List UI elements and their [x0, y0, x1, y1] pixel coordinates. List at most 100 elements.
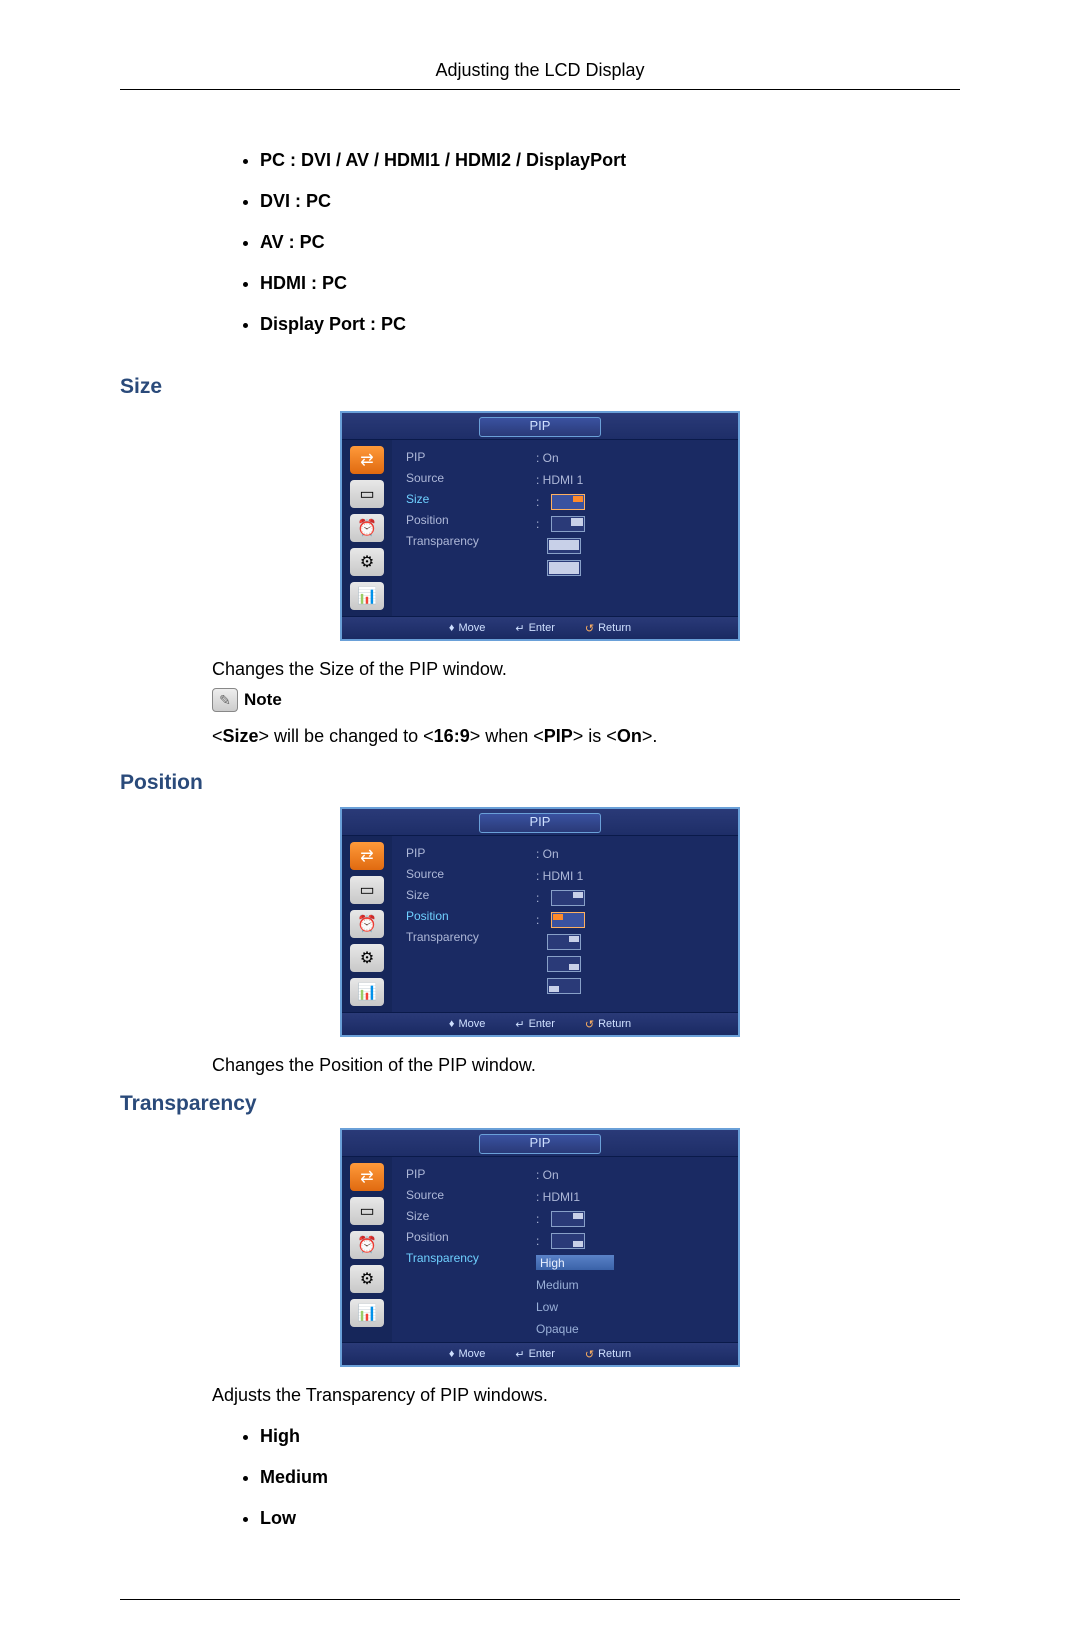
- osd-screenshot-position: PIP ⇄ ▭ ⏰ ⚙ 📊 PIP Source Size Position T…: [340, 807, 740, 1037]
- enter-icon: ↵: [515, 1348, 524, 1361]
- section-heading-size: Size: [120, 375, 960, 399]
- transparency-caption: Adjusts the Transparency of PIP windows.: [212, 1385, 960, 1406]
- footer-enter: ↵Enter: [515, 622, 555, 635]
- menu-item: Transparency: [406, 930, 526, 944]
- position-thumb-icon: [551, 1233, 585, 1249]
- src-left: HDMI: [260, 273, 306, 293]
- src-right: PC: [381, 314, 406, 334]
- menu-item: PIP: [406, 450, 526, 464]
- position-caption: Changes the Position of the PIP window.: [212, 1055, 960, 1076]
- value-row: : On: [536, 1167, 732, 1182]
- footer-move: ♦Move: [449, 1018, 486, 1030]
- return-icon: ↺: [585, 1348, 594, 1361]
- transparency-options-list: High Medium Low: [120, 1416, 960, 1539]
- menu-item: Size: [406, 1209, 526, 1223]
- footer-return: ↺Return: [585, 1018, 631, 1031]
- footer-return: ↺Return: [585, 622, 631, 635]
- picture-icon: ▭: [350, 480, 384, 508]
- transparency-option: High: [536, 1255, 614, 1270]
- position-option-icon: [551, 912, 585, 928]
- osd-value-column: : On : HDMI 1 : :: [536, 846, 732, 1006]
- osd-menu-column: PIP Source Size Position Transparency: [406, 1167, 526, 1336]
- info-icon: 📊: [350, 978, 384, 1006]
- value-row: : On: [536, 450, 732, 465]
- timer-icon: ⏰: [350, 514, 384, 542]
- src-left: DVI: [260, 191, 290, 211]
- menu-item: Position: [406, 513, 526, 527]
- enter-icon: ↵: [515, 1018, 524, 1031]
- note-label: Note: [244, 690, 282, 710]
- value-row: [536, 978, 732, 993]
- input-icon: ⇄: [350, 842, 384, 870]
- list-item: Medium: [260, 1457, 960, 1498]
- position-option-icon: [547, 934, 581, 950]
- value-row: [536, 934, 732, 949]
- src-left: AV: [260, 232, 284, 252]
- gear-icon: ⚙: [350, 944, 384, 972]
- osd-footer: ♦Move ↵Enter ↺Return: [342, 616, 738, 639]
- osd-title: PIP: [342, 1130, 738, 1157]
- menu-item: Transparency: [406, 534, 526, 548]
- input-icon: ⇄: [350, 446, 384, 474]
- osd-value-column: : On : HDMI 1 : :: [536, 450, 732, 610]
- osd-menu-column: PIP Source Size Position Transparency: [406, 450, 526, 610]
- size-thumb-icon: [551, 890, 585, 906]
- return-icon: ↺: [585, 1018, 594, 1031]
- footer-return: ↺Return: [585, 1348, 631, 1361]
- updown-icon: ♦: [449, 1348, 455, 1360]
- timer-icon: ⏰: [350, 1231, 384, 1259]
- list-item: PC : DVI / AV / HDMI1 / HDMI2 / DisplayP…: [260, 140, 960, 181]
- value-row: : HDMI 1: [536, 472, 732, 487]
- osd-screenshot-size: PIP ⇄ ▭ ⏰ ⚙ 📊 PIP Source Size Position T…: [340, 411, 740, 641]
- picture-icon: ▭: [350, 876, 384, 904]
- osd-title: PIP: [342, 413, 738, 440]
- input-icon: ⇄: [350, 1163, 384, 1191]
- value-row: [536, 560, 732, 575]
- timer-icon: ⏰: [350, 910, 384, 938]
- src-right: PC: [322, 273, 347, 293]
- gear-icon: ⚙: [350, 1265, 384, 1293]
- list-item: High: [260, 1416, 960, 1457]
- value-row: : HDMI1: [536, 1189, 732, 1204]
- note-text: <Size> will be changed to <16:9> when <P…: [212, 726, 960, 747]
- list-item: Display Port : PC: [260, 304, 960, 345]
- osd-sidebar: ⇄ ▭ ⏰ ⚙ 📊: [342, 440, 392, 616]
- src-right: PC: [306, 191, 331, 211]
- size-option-icon: [547, 538, 581, 554]
- menu-item-selected: Size: [406, 492, 526, 506]
- list-item: DVI : PC: [260, 181, 960, 222]
- source-pair-list: PC : DVI / AV / HDMI1 / HDMI2 / DisplayP…: [120, 140, 960, 345]
- position-option-icon: [547, 978, 581, 994]
- gear-icon: ⚙: [350, 548, 384, 576]
- picture-icon: ▭: [350, 1197, 384, 1225]
- note-icon: ✎: [212, 688, 238, 712]
- menu-item-selected: Position: [406, 909, 526, 923]
- menu-item: PIP: [406, 1167, 526, 1181]
- footer-move: ♦Move: [449, 1348, 486, 1360]
- transparency-option: Medium: [536, 1277, 732, 1292]
- osd-footer: ♦Move ↵Enter ↺Return: [342, 1342, 738, 1365]
- return-icon: ↺: [585, 622, 594, 635]
- list-item: Low: [260, 1498, 960, 1539]
- menu-item: PIP: [406, 846, 526, 860]
- updown-icon: ♦: [449, 1018, 455, 1030]
- value-row: : On: [536, 846, 732, 861]
- src-right: PC: [300, 232, 325, 252]
- updown-icon: ♦: [449, 622, 455, 634]
- value-row: :: [536, 1211, 732, 1226]
- footer-enter: ↵Enter: [515, 1018, 555, 1031]
- transparency-option: Low: [536, 1299, 732, 1314]
- page-header: Adjusting the LCD Display: [120, 60, 960, 90]
- value-row: :: [536, 912, 732, 927]
- enter-icon: ↵: [515, 622, 524, 635]
- osd-screenshot-transparency: PIP ⇄ ▭ ⏰ ⚙ 📊 PIP Source Size Position T…: [340, 1128, 740, 1367]
- src-left: PC: [260, 150, 285, 170]
- value-row: [536, 538, 732, 553]
- value-row: : HDMI 1: [536, 868, 732, 883]
- footer-enter: ↵Enter: [515, 1348, 555, 1361]
- osd-footer: ♦Move ↵Enter ↺Return: [342, 1012, 738, 1035]
- size-option-icon: [551, 494, 585, 510]
- size-thumb-icon: [551, 1211, 585, 1227]
- src-right: DVI / AV / HDMI1 / HDMI2 / DisplayPort: [301, 150, 626, 170]
- position-option-icon: [547, 956, 581, 972]
